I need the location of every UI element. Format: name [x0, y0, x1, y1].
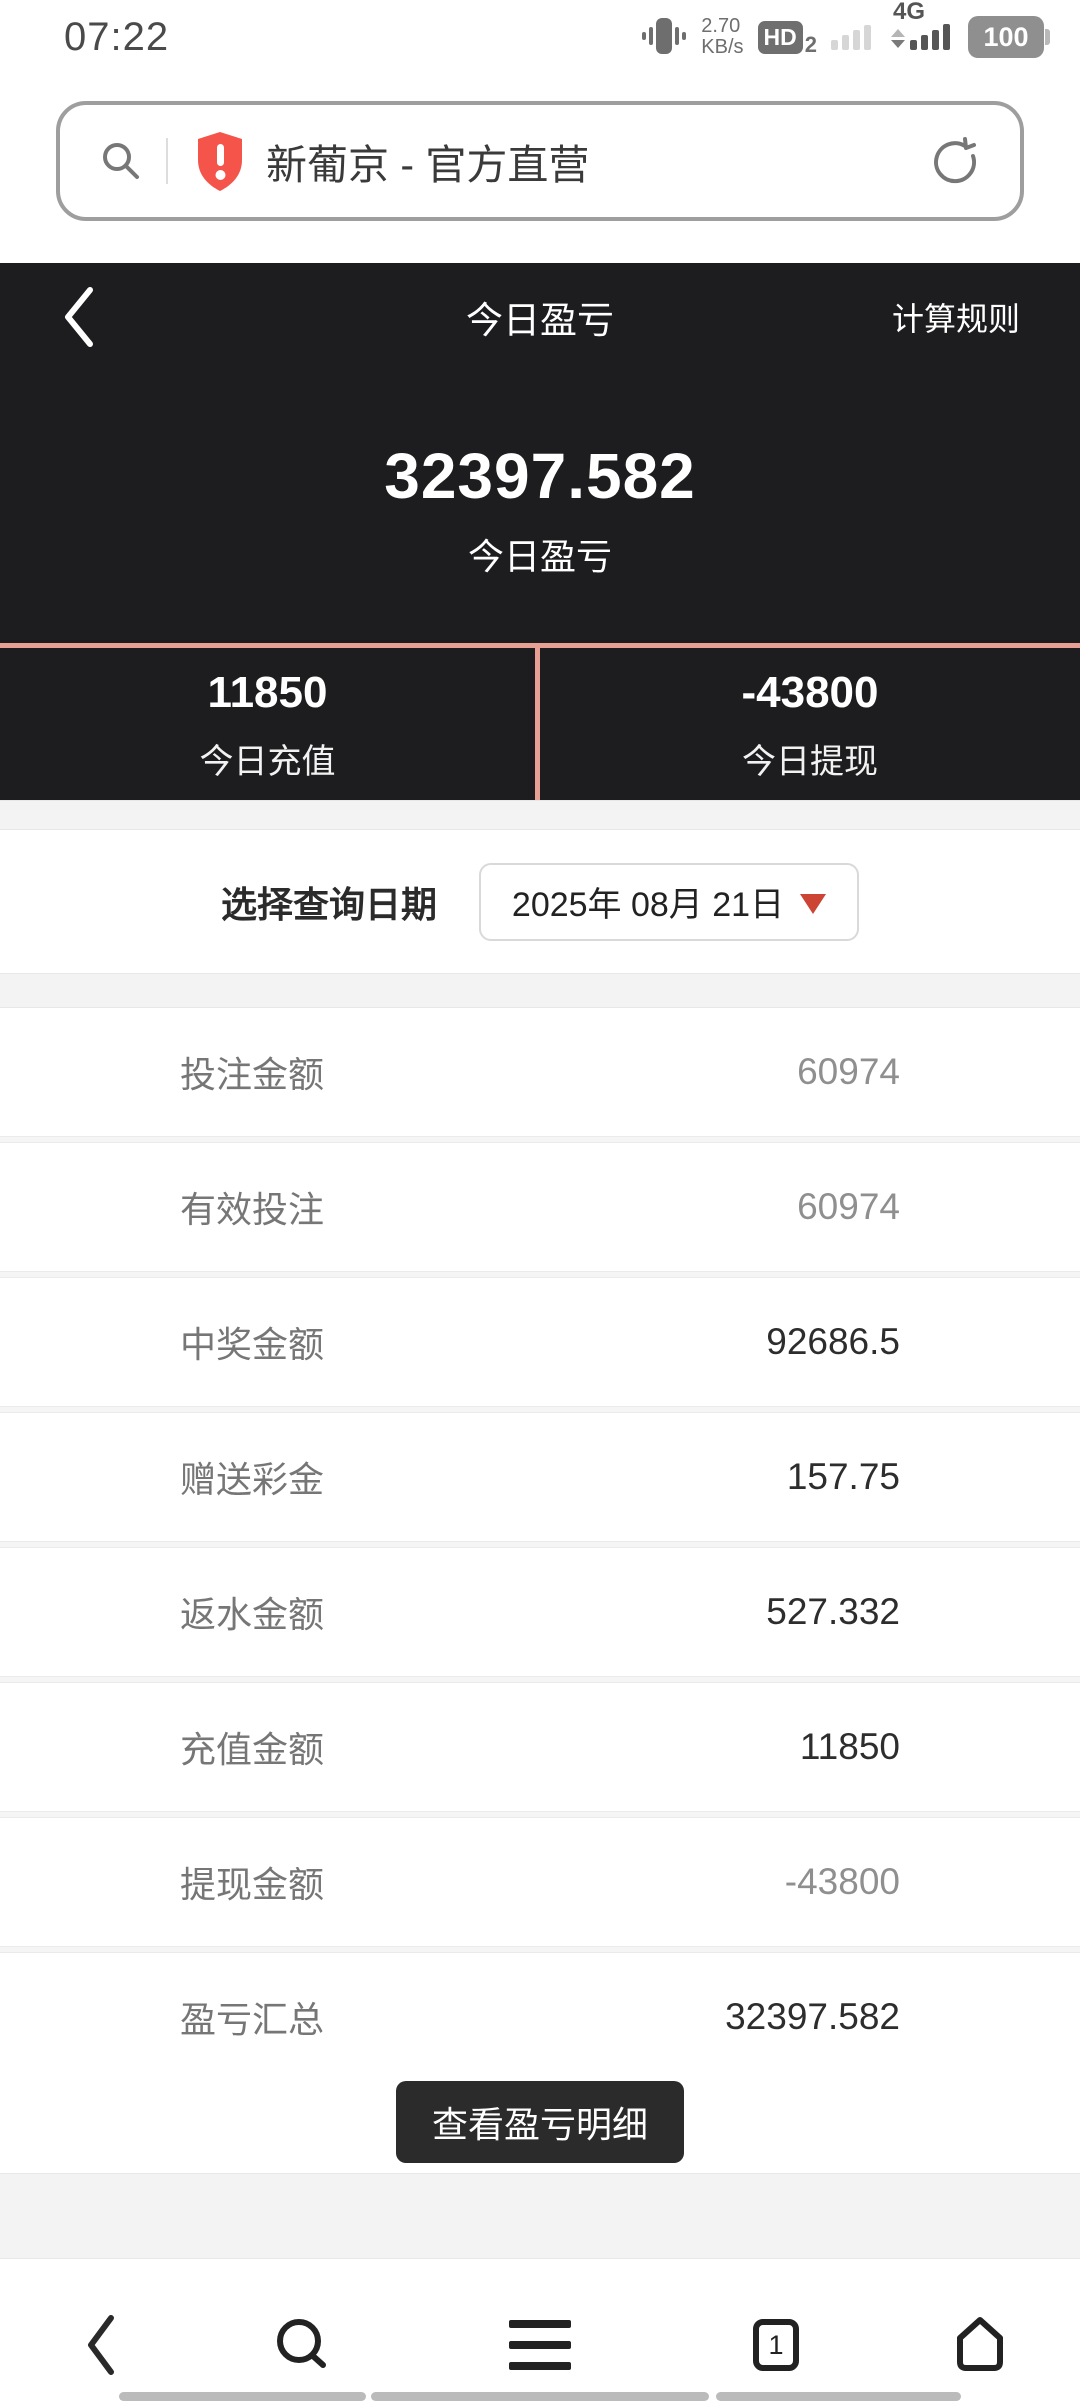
today-withdraw-cell: -43800 今日提现	[540, 648, 1080, 800]
row-value: 60974	[797, 1051, 900, 1092]
refresh-icon[interactable]	[932, 137, 980, 185]
row-value: 32397.582	[725, 1996, 900, 2037]
refresh-button[interactable]	[932, 137, 980, 185]
home-icon[interactable]	[951, 2316, 1009, 2374]
table-row: 投注金额 60974	[0, 1008, 1080, 1136]
profit-detail-table: 投注金额 60974 有效投注 60974 中奖金额 92686.5 赠送彩金 …	[0, 1008, 1080, 2081]
divider	[166, 138, 168, 184]
row-value: 60974	[797, 1186, 900, 1227]
section-gap	[0, 2173, 1080, 2259]
section-gap	[0, 800, 1080, 830]
nav-search-button[interactable]	[242, 2305, 362, 2385]
back-icon[interactable]	[82, 2313, 122, 2377]
table-row: 盈亏汇总 32397.582	[0, 1953, 1080, 2081]
row-label: 中奖金额	[180, 1324, 325, 1365]
network-speed: 2.70 KB/s	[701, 16, 743, 58]
section-gap	[0, 973, 1080, 1008]
row-label: 返水金额	[180, 1594, 325, 1635]
status-bar: 07:22 2.70 KB/s HD 2 4G	[0, 0, 1080, 64]
row-value: 157.75	[786, 1456, 900, 1497]
page-header: 今日盈亏 计算规则	[0, 263, 1080, 353]
deposit-withdraw-row: 11850 今日充值 -43800 今日提现	[0, 643, 1080, 800]
row-separator	[0, 1541, 1080, 1548]
row-label: 提现金额	[180, 1864, 325, 1905]
menu-icon[interactable]	[509, 2320, 571, 2370]
row-value: -43800	[784, 1861, 900, 1902]
row-value: 11850	[799, 1726, 900, 1767]
row-separator	[0, 1136, 1080, 1143]
search-icon[interactable]	[274, 2317, 330, 2373]
table-row: 提现金额 -43800	[0, 1818, 1080, 1946]
page-title: 今日盈亏	[466, 300, 614, 341]
row-label: 投注金额	[180, 1054, 325, 1095]
today-profit-label: 今日盈亏	[467, 536, 612, 577]
button-area: 查看盈亏明细	[0, 2081, 1080, 2173]
table-row: 有效投注 60974	[0, 1143, 1080, 1271]
today-withdraw-value: -43800	[741, 668, 879, 717]
date-picker-dropdown[interactable]: 2025年 08月 21日	[479, 862, 859, 941]
triangle-down-icon[interactable]	[800, 893, 827, 914]
gesture-hint-bar[interactable]	[0, 2392, 1080, 2402]
date-picker-row: 选择查询日期 2025年 08月 21日	[0, 830, 1080, 973]
network-type-label: 4G	[893, 0, 926, 25]
today-deposit-cell: 11850 今日充值	[0, 648, 540, 800]
nav-tabs-button[interactable]: 1	[716, 2305, 836, 2385]
tabs-icon[interactable]: 1	[753, 2319, 799, 2371]
data-activity-icon	[891, 29, 905, 48]
battery-level: 100	[983, 21, 1029, 52]
battery-icon: 100	[968, 16, 1050, 58]
nav-back-button[interactable]	[42, 2305, 162, 2385]
sim2-signal-icon: 4G	[891, 0, 950, 50]
row-label: 赠送彩金	[180, 1459, 325, 1500]
row-label: 盈亏汇总	[180, 1999, 325, 2040]
today-withdraw-label: 今日提现	[742, 743, 878, 781]
vibrate-icon	[642, 18, 687, 54]
table-row: 充值金额 11850	[0, 1683, 1080, 1811]
row-separator	[0, 1946, 1080, 1953]
row-label: 充值金额	[180, 1729, 325, 1770]
table-row: 返水金额 527.332	[0, 1548, 1080, 1676]
network-speed-unit: KB/s	[701, 36, 744, 58]
sim1-signal-icon	[831, 24, 871, 50]
hd-sub: 2	[804, 31, 817, 57]
row-value: 527.332	[766, 1591, 900, 1632]
nav-menu-button[interactable]	[480, 2305, 600, 2385]
date-picker-value[interactable]: 2025年 08月 21日	[511, 886, 785, 924]
row-label: 有效投注	[180, 1189, 325, 1230]
browser-address-section: 新葡京 - 官方直营	[0, 64, 1080, 263]
calc-rules-link[interactable]: 计算规则	[891, 301, 1020, 337]
back-button[interactable]	[60, 284, 100, 350]
tab-count: 1	[768, 2329, 784, 2360]
today-profit-amount: 32397.582	[384, 440, 696, 512]
security-warning-shield-icon[interactable]	[192, 130, 248, 192]
nav-home-button[interactable]	[920, 2305, 1040, 2385]
profit-summary-panel: 今日盈亏 计算规则 32397.582 今日盈亏 11850 今日充值 -438…	[0, 263, 1080, 800]
hd-voice-icon: HD 2	[757, 20, 817, 57]
view-profit-detail-button[interactable]: 查看盈亏明细	[396, 2081, 684, 2163]
row-separator	[0, 1676, 1080, 1683]
today-deposit-label: 今日充值	[199, 743, 336, 781]
hd-badge: HD	[757, 20, 803, 54]
table-row: 中奖金额 92686.5	[0, 1278, 1080, 1406]
status-icons: 2.70 KB/s HD 2 4G 100	[641, 0, 1050, 61]
network-speed-value: 2.70	[701, 15, 741, 37]
row-separator	[0, 1406, 1080, 1413]
row-value: 92686.5	[766, 1321, 900, 1362]
clock: 07:22	[64, 14, 170, 59]
browser-bottom-nav: 1	[0, 2259, 1080, 2408]
row-separator	[0, 1811, 1080, 1818]
address-bar[interactable]: 新葡京 - 官方直营	[56, 101, 1024, 221]
search-icon[interactable]	[100, 140, 142, 182]
today-deposit-value: 11850	[207, 668, 328, 717]
table-row: 赠送彩金 157.75	[0, 1413, 1080, 1541]
page-url-title[interactable]: 新葡京 - 官方直营	[266, 142, 590, 188]
row-separator	[0, 1271, 1080, 1278]
date-picker-label: 选择查询日期	[220, 883, 437, 925]
